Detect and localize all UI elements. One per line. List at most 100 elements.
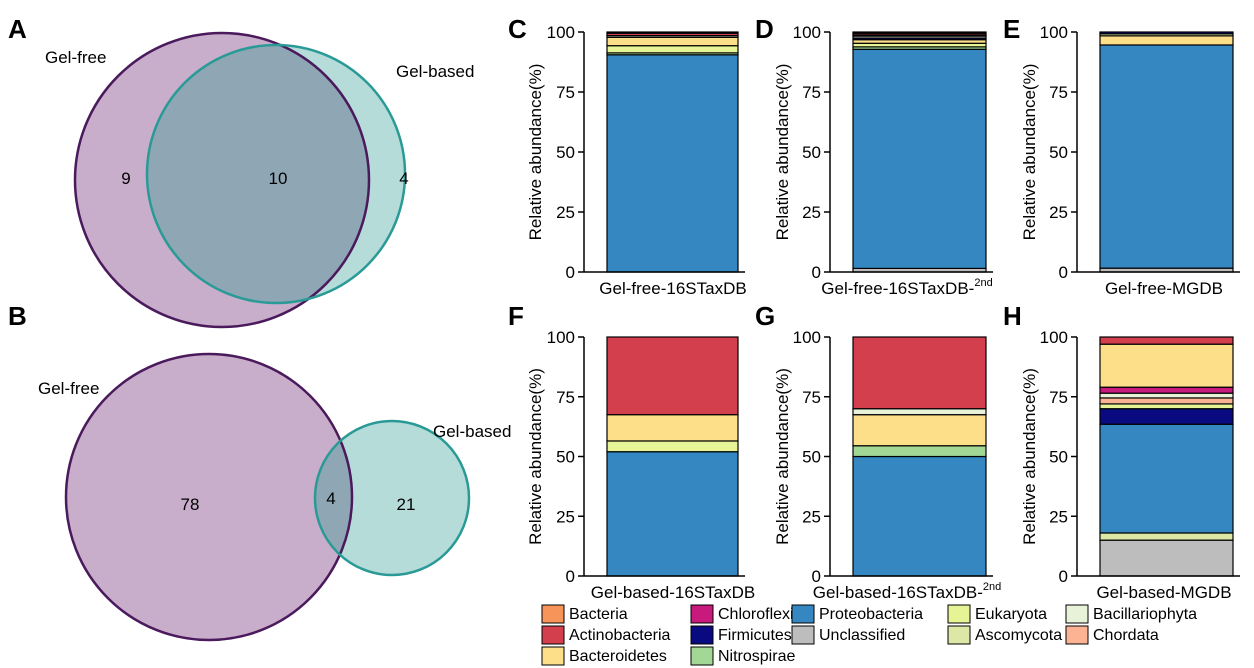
legend-item-nitrospirae: Nitrospirae	[690, 646, 795, 666]
bar-segment-proteobacteria	[606, 451, 739, 577]
y-axis-label: Relative abundance(%)	[526, 64, 545, 241]
y-axis-label: Relative abundance(%)	[773, 64, 792, 241]
legend-item-chordata: Chordata	[1065, 625, 1159, 645]
venn-left-count: 9	[121, 169, 130, 188]
x-category-label: Gel-free-16STaxDB	[599, 279, 746, 298]
legend-label: Eukaryota	[975, 606, 1047, 623]
venn-left-label: Gel-free	[45, 48, 106, 67]
venn-left-outline	[64, 352, 354, 642]
y-tick-label: 0	[566, 263, 575, 282]
panel-label-b: B	[8, 301, 27, 331]
y-tick-label: 0	[812, 567, 821, 586]
bar-segment-firmicutes	[1099, 31, 1234, 35]
venn-overlap-count: 4	[326, 489, 335, 508]
y-tick-label: 75	[1049, 83, 1068, 102]
legend-swatch	[541, 625, 565, 645]
legend-item-bacillariophyta: Bacillariophyta	[1065, 604, 1197, 624]
venn-right-outline	[145, 43, 407, 305]
y-axis-label: Relative abundance(%)	[773, 368, 792, 545]
x-category-label: Gel-based-MGDB	[1096, 583, 1231, 602]
bar-segment-eukaryota	[606, 440, 739, 453]
legend-swatch	[1065, 625, 1089, 645]
y-tick-label: 100	[1040, 23, 1068, 42]
y-tick-label: 50	[556, 448, 575, 467]
legend-item-actinobacteria: Actinobacteria	[541, 625, 670, 645]
chart-c: 0 25 50 75 100 Relative abundance(%) Gel-free-…	[526, 23, 747, 298]
venn-left-label: Gel-free	[38, 379, 99, 398]
venn-right-count: 21	[397, 495, 416, 514]
y-tick-label: 25	[1049, 203, 1068, 222]
bar-segment-eukaryota	[606, 45, 739, 54]
bar-segment-bacteria	[606, 31, 739, 34]
legend-item-firmicutes: Firmicutes	[690, 625, 792, 645]
chart-g: 0 25 50 75 100 Relative abundance(%) Gel-based…	[773, 328, 1001, 602]
y-axis-label: Relative abundance(%)	[526, 368, 545, 545]
legend-label: Firmicutes	[718, 627, 792, 644]
venn-right-circle	[315, 421, 469, 575]
y-axis-label: Relative abundance(%)	[1020, 64, 1039, 241]
legend-label: Bacillariophyta	[1093, 606, 1197, 623]
venn-left-outline	[73, 31, 371, 329]
venn-left-circle	[66, 354, 352, 640]
y-tick-label: 100	[793, 328, 821, 347]
y-tick-label: 75	[1049, 388, 1068, 407]
bar-segment-bacteroidetes	[1099, 343, 1234, 388]
bar-segment-ascomycota	[1099, 532, 1234, 541]
venn-b: Gel-free Gel-based 78 4 21	[38, 352, 511, 642]
chart-f: 0 25 50 75 100 Relative abundance(%) Gel-based…	[526, 328, 755, 602]
bar-segment-bacillariophyta	[852, 408, 987, 416]
y-tick-label: 0	[1059, 567, 1068, 586]
venn-overlap-region	[147, 45, 369, 303]
panel-label-h: H	[1003, 301, 1022, 331]
panel-label-g: G	[755, 301, 775, 331]
legend-swatch	[690, 646, 714, 666]
bar-segment-proteobacteria	[1099, 423, 1234, 534]
legend-label: Chloroflexi	[718, 606, 794, 623]
bar-segment-actinobacteria	[852, 336, 987, 410]
bar-segment-proteobacteria	[606, 54, 739, 273]
chart-h: 0 25 50 75 100 Relative abundance(%) Gel-based…	[1020, 328, 1240, 602]
venn-right-count: 4	[399, 169, 408, 188]
legend-item-proteobacteria: Proteobacteria	[791, 604, 923, 624]
y-axis-label: Relative abundance(%)	[1020, 368, 1039, 545]
y-tick-label: 25	[802, 203, 821, 222]
y-tick-label: 100	[793, 23, 821, 42]
x-category-label: Gel-based-16STaxDB-2nd	[813, 581, 1001, 602]
y-tick-label: 50	[1049, 143, 1068, 162]
panel-label-a: A	[8, 14, 27, 44]
bar-segment-actinobacteria	[1099, 336, 1234, 345]
bar-segment-proteobacteria	[852, 455, 987, 577]
legend-label: Bacteria	[569, 606, 628, 623]
bar-segment-proteobacteria	[852, 48, 987, 269]
bar-segment-chloroflexi	[1099, 386, 1234, 394]
y-tick-label: 50	[802, 143, 821, 162]
legend-label: Nitrospirae	[718, 648, 795, 665]
legend-swatch	[541, 604, 565, 624]
legend-label: Proteobacteria	[819, 606, 923, 623]
bar-segment-chloroflexi	[852, 31, 987, 34]
legend-item-bacteria: Bacteria	[541, 604, 628, 624]
y-tick-label: 0	[1059, 263, 1068, 282]
bar-segment-bacteroidetes	[852, 414, 987, 447]
y-tick-label: 50	[1049, 448, 1068, 467]
y-tick-label: 25	[1049, 507, 1068, 526]
legend-item-bacteroidetes: Bacteroidetes	[541, 646, 667, 666]
legend-label: Ascomycota	[975, 627, 1062, 644]
bar-segment-bacteroidetes	[606, 36, 739, 47]
venn-overlap-count: 10	[269, 169, 288, 188]
y-tick-label: 50	[802, 448, 821, 467]
y-tick-label: 25	[556, 507, 575, 526]
legend-item-chloroflexi: Chloroflexi	[690, 604, 794, 624]
legend: Bacteria Actinobacteria Bacteroidetes Chlor…	[541, 604, 1197, 666]
x-category-label: Gel-based-16STaxDB	[591, 583, 755, 602]
venn-right-label: Gel-based	[433, 422, 511, 441]
legend-swatch	[690, 625, 714, 645]
y-tick-label: 0	[812, 263, 821, 282]
chart-e: 0 25 50 75 100 Relative abundance(%) Gel-free-…	[1020, 23, 1240, 298]
legend-swatch	[947, 625, 971, 645]
y-tick-label: 0	[566, 567, 575, 586]
panel-label-e: E	[1003, 14, 1020, 44]
y-tick-label: 50	[556, 143, 575, 162]
y-tick-label: 100	[1040, 328, 1068, 347]
legend-item-unclassified: Unclassified	[791, 625, 905, 645]
